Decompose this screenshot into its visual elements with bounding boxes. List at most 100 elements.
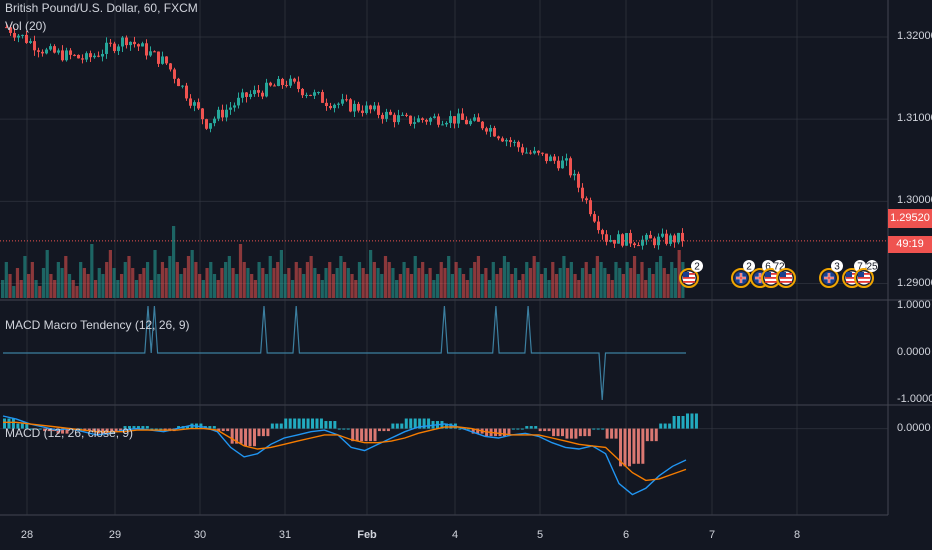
volume-bar <box>357 262 362 298</box>
candle-body <box>245 92 248 97</box>
candle-body <box>469 120 472 125</box>
volume-bar <box>71 280 75 298</box>
candle-body <box>333 104 336 109</box>
volume-bar <box>647 268 652 298</box>
macd-histogram-bar <box>471 428 475 434</box>
volume-bar <box>603 268 607 298</box>
candle-body <box>421 118 424 120</box>
volume-bar <box>484 268 488 298</box>
volume-bar <box>625 262 629 298</box>
volume-bar <box>131 268 135 298</box>
candle-body <box>521 147 524 153</box>
event-count-badge <box>831 260 843 272</box>
flag-us-icon <box>683 272 689 277</box>
volume-bar <box>313 268 317 298</box>
candle-body <box>653 238 656 246</box>
candle-body <box>213 118 216 124</box>
candle-body <box>201 108 204 120</box>
macd-histogram-bar <box>686 413 689 429</box>
macd-histogram-bar <box>498 428 502 437</box>
candle-body <box>589 200 592 215</box>
macd-histogram-bar <box>601 428 605 430</box>
candle-body <box>485 128 488 132</box>
tendency-pane-label[interactable]: MACD Macro Tendency (12, 26, 9) <box>5 318 190 332</box>
x-tick-label: Feb <box>357 529 377 541</box>
volume-bar <box>75 286 79 298</box>
macd-histogram-bar <box>561 428 565 437</box>
volume-bar <box>346 268 350 298</box>
volume-bar <box>30 262 34 298</box>
macd-histogram-bar <box>623 428 627 467</box>
flag-us-icon <box>765 277 777 279</box>
candle-body <box>597 221 600 231</box>
candle-body <box>413 122 416 124</box>
candle-body <box>37 50 40 52</box>
flag-us-icon <box>846 281 858 283</box>
volume-bar <box>335 268 339 298</box>
macd-histogram-bar <box>569 428 573 439</box>
candle-body <box>81 58 84 60</box>
candle-body <box>493 127 496 137</box>
candle-body <box>241 92 244 98</box>
candle-body <box>585 198 588 201</box>
volume-bar <box>127 256 131 298</box>
volume-bar <box>409 274 414 298</box>
macd-pane-label[interactable]: MACD (12, 26, close, 9) <box>5 426 134 440</box>
macd-histogram-bar <box>3 418 6 429</box>
macd-histogram-bar <box>422 418 426 429</box>
macd-histogram-bar <box>596 428 600 430</box>
volume-bar <box>573 274 577 298</box>
volume-bar <box>487 280 492 298</box>
volume-bar <box>209 262 213 298</box>
macd-histogram-bar <box>677 416 681 429</box>
volume-bar <box>101 274 105 298</box>
macd-histogram-bar <box>275 423 279 429</box>
candle-body <box>93 55 96 58</box>
volume-bar <box>540 274 544 298</box>
volume-bar <box>264 274 269 298</box>
candle-body <box>341 99 344 104</box>
candle-body <box>513 141 516 143</box>
volume-bar <box>205 268 209 298</box>
macd-histogram-bar <box>516 428 520 430</box>
symbol-legend[interactable]: British Pound/U.S. Dollar, 60, FXCM <box>5 1 198 15</box>
event-count-label: 72 <box>773 262 785 273</box>
volume-bar <box>279 250 284 298</box>
candle-body <box>525 152 528 154</box>
macd-histogram-bar <box>525 426 529 429</box>
volume-bar <box>112 268 116 298</box>
candle-body <box>637 245 640 247</box>
candle-body <box>505 140 508 142</box>
volume-legend[interactable]: Vol (20) <box>5 19 47 33</box>
volume-bar <box>324 268 328 298</box>
candle-body <box>181 85 184 87</box>
macd-histogram-bar <box>659 423 663 429</box>
candle-body <box>677 232 680 243</box>
volume-bar <box>179 274 183 298</box>
volume-bar <box>658 256 663 298</box>
volume-bar <box>56 262 60 298</box>
volume-bar <box>413 256 417 298</box>
volume-bar <box>421 262 425 298</box>
candle-body <box>273 85 276 87</box>
volume-bar <box>190 250 194 298</box>
flag-us-icon <box>683 277 695 279</box>
macd-histogram-bar <box>270 423 274 429</box>
macd-histogram-bar <box>355 428 359 442</box>
candle-body <box>617 234 620 244</box>
macd-histogram-bar <box>136 426 140 429</box>
volume-bar <box>677 250 681 298</box>
candle-body <box>533 150 536 154</box>
macd-histogram-bar <box>578 428 582 437</box>
event-count-badge <box>866 260 878 272</box>
macd-histogram-bar <box>293 418 297 429</box>
candle-body <box>445 122 448 125</box>
macd-histogram-bar <box>507 428 511 437</box>
volume-bar <box>525 262 529 298</box>
macd-histogram-bar <box>654 428 658 442</box>
macd-histogram-bar <box>605 428 609 439</box>
volume-bar <box>361 268 365 298</box>
macd-histogram-bar <box>20 423 24 429</box>
macd-histogram-bar <box>127 426 131 429</box>
